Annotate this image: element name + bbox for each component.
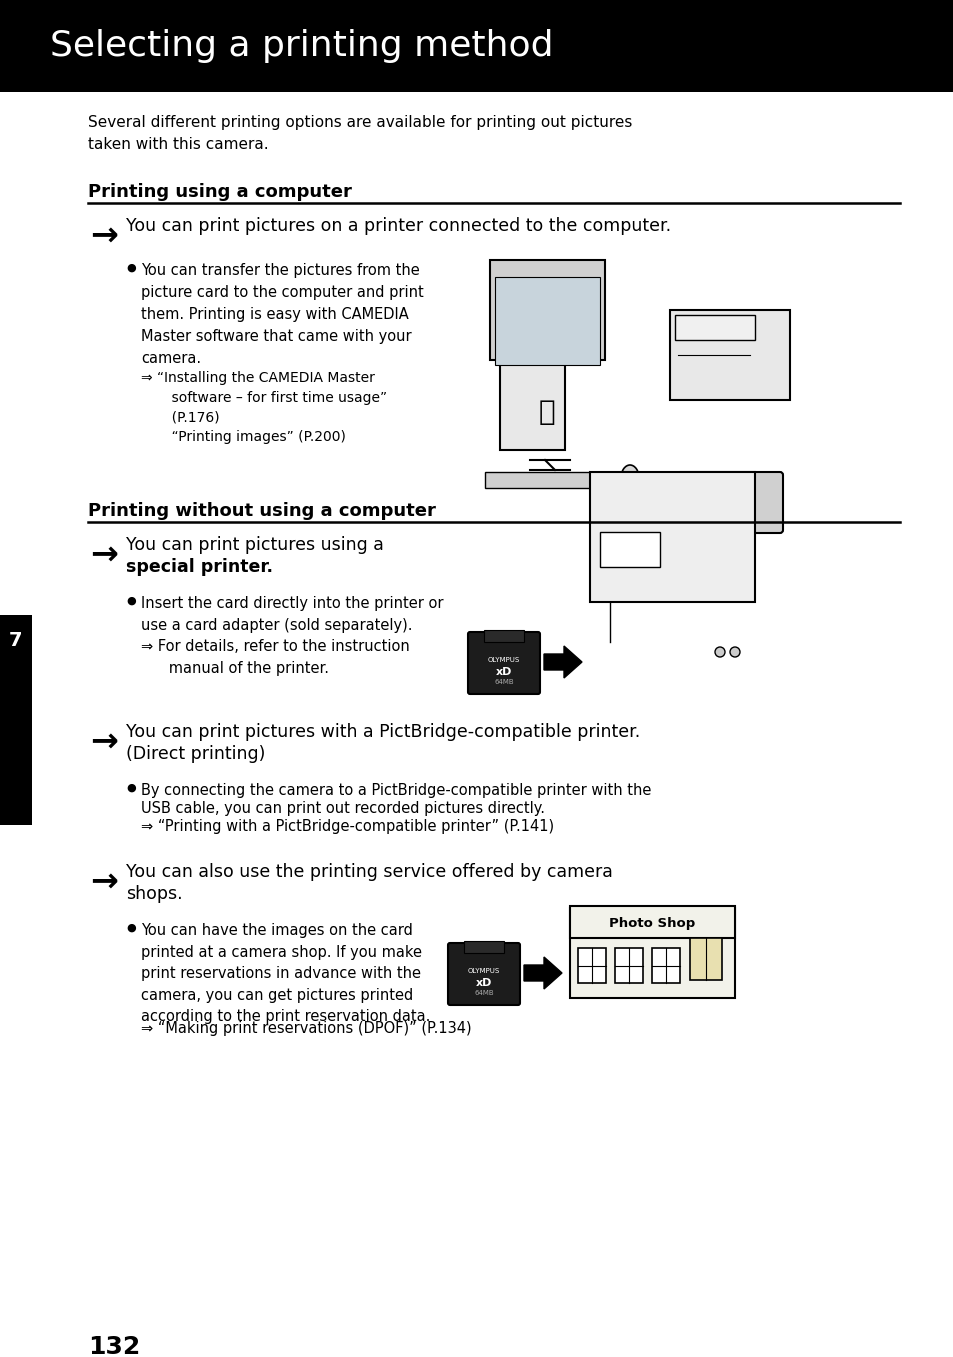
- Bar: [669, 309, 789, 400]
- Text: ●: ●: [126, 923, 135, 934]
- Text: xD: xD: [476, 978, 492, 988]
- Text: Photo Shop: Photo Shop: [608, 916, 695, 930]
- Bar: [599, 532, 659, 567]
- Text: Printing using a computer: Printing using a computer: [88, 183, 352, 201]
- Bar: [615, 949, 642, 982]
- Bar: [463, 940, 503, 953]
- Bar: [490, 261, 604, 360]
- Text: 64MB: 64MB: [494, 678, 514, 685]
- Text: USB cable, you can print out recorded pictures directly.: USB cable, you can print out recorded pi…: [141, 801, 544, 816]
- Text: OLYMPUS: OLYMPUS: [487, 657, 519, 664]
- Bar: [0, 0, 953, 92]
- Text: special printer.: special printer.: [126, 558, 273, 575]
- Text: 🐕: 🐕: [538, 398, 555, 426]
- Text: ●: ●: [126, 263, 135, 273]
- Text: OLYMPUS: OLYMPUS: [467, 968, 499, 974]
- Bar: [589, 472, 754, 603]
- Circle shape: [729, 647, 740, 657]
- Text: 132: 132: [88, 1335, 140, 1357]
- Text: Printing: Printing: [9, 714, 23, 776]
- Text: shops.: shops.: [126, 885, 182, 902]
- Text: ⇒ “Making print reservations (DPOF)” (P.134): ⇒ “Making print reservations (DPOF)” (P.…: [141, 1020, 471, 1035]
- Bar: [483, 630, 523, 642]
- Text: You can also use the printing service offered by camera: You can also use the printing service of…: [126, 863, 612, 881]
- Bar: [495, 277, 599, 365]
- Text: ●: ●: [126, 783, 135, 792]
- Polygon shape: [543, 646, 581, 678]
- Bar: [569, 908, 734, 997]
- Bar: [578, 949, 605, 982]
- Circle shape: [721, 497, 738, 513]
- Text: (Direct printing): (Direct printing): [126, 745, 265, 763]
- Text: Selecting a printing method: Selecting a printing method: [50, 28, 553, 62]
- Text: Printing without using a computer: Printing without using a computer: [88, 502, 436, 520]
- Text: →: →: [90, 537, 118, 571]
- Text: 7: 7: [10, 631, 23, 650]
- Text: You can print pictures with a PictBridge-compatible printer.: You can print pictures with a PictBridge…: [126, 723, 639, 741]
- Text: By connecting the camera to a PictBridge-compatible printer with the: By connecting the camera to a PictBridge…: [141, 783, 651, 798]
- Text: You can have the images on the card
printed at a camera shop. If you make
print : You can have the images on the card prin…: [141, 923, 430, 1025]
- Bar: [484, 472, 615, 489]
- Text: Several different printing options are available for printing out pictures
taken: Several different printing options are a…: [88, 115, 632, 152]
- Text: ⇒ “Printing with a PictBridge-compatible printer” (P.141): ⇒ “Printing with a PictBridge-compatible…: [141, 820, 554, 835]
- FancyBboxPatch shape: [468, 632, 539, 693]
- Text: →: →: [90, 218, 118, 252]
- Text: You can transfer the pictures from the
picture card to the computer and print
th: You can transfer the pictures from the p…: [141, 263, 423, 366]
- Bar: [569, 906, 734, 938]
- Text: 64MB: 64MB: [474, 991, 494, 996]
- Ellipse shape: [620, 465, 639, 491]
- Text: ⇒ “Installing the CAMEDIA Master
       software – for first time usage”
       : ⇒ “Installing the CAMEDIA Master softwar…: [141, 370, 387, 444]
- Polygon shape: [523, 957, 561, 989]
- Text: →: →: [90, 725, 118, 759]
- Bar: [675, 315, 754, 341]
- FancyBboxPatch shape: [677, 472, 782, 533]
- Text: You can print pictures using a: You can print pictures using a: [126, 536, 383, 554]
- Bar: [689, 938, 721, 980]
- FancyBboxPatch shape: [448, 943, 519, 1006]
- Bar: [651, 949, 679, 982]
- Bar: [0, 615, 32, 825]
- Text: ●: ●: [126, 596, 135, 607]
- Text: xD: xD: [496, 668, 512, 677]
- Bar: [499, 341, 564, 451]
- Text: Insert the card directly into the printer or
use a card adapter (sold separately: Insert the card directly into the printe…: [141, 596, 443, 676]
- Text: →: →: [90, 864, 118, 898]
- Circle shape: [714, 490, 744, 520]
- Text: You can print pictures on a printer connected to the computer.: You can print pictures on a printer conn…: [126, 217, 670, 235]
- Circle shape: [714, 647, 724, 657]
